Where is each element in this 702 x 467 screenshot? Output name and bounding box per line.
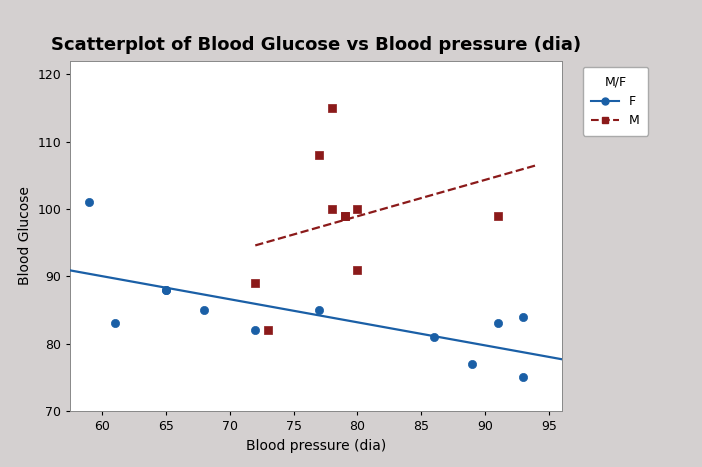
Point [517,313,529,320]
Point [250,326,261,334]
Point [428,333,439,340]
Point [326,205,338,212]
Point [250,279,261,287]
Point [339,212,350,219]
Y-axis label: Blood Glucose: Blood Glucose [18,186,32,285]
Point [517,374,529,381]
Point [263,326,274,334]
Point [467,360,478,368]
Point [314,306,325,314]
Point [326,104,338,112]
Point [492,319,503,327]
Point [314,151,325,159]
Legend: F, M: F, M [583,67,649,136]
X-axis label: Blood pressure (dia): Blood pressure (dia) [246,439,386,453]
Point [160,286,171,293]
Point [160,286,171,293]
Point [492,212,503,219]
Point [339,212,350,219]
Point [84,198,95,206]
Point [110,319,121,327]
Point [199,306,210,314]
Point [352,205,363,212]
Title: Scatterplot of Blood Glucose vs Blood pressure (dia): Scatterplot of Blood Glucose vs Blood pr… [51,35,581,54]
Point [352,266,363,273]
